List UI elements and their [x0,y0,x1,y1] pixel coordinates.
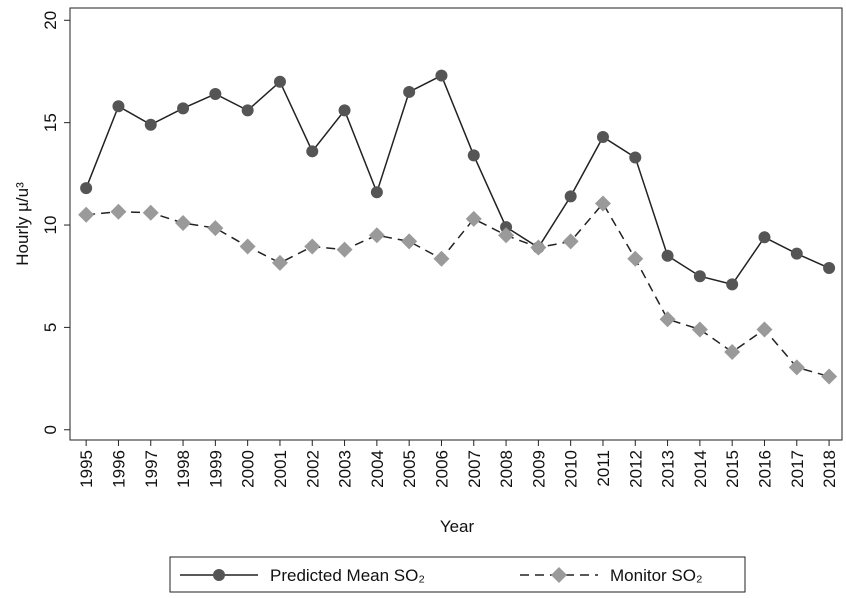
data-point [177,102,190,115]
data-point [596,130,609,143]
data-point [500,221,513,234]
data-point [336,241,353,258]
x-tick-label: 2017 [788,450,807,488]
data-point [726,278,739,291]
x-tick-label: 2008 [497,450,516,488]
data-point [788,359,805,376]
legend-box [169,556,746,593]
x-tick-label: 2003 [336,450,355,488]
data-point [401,233,418,250]
data-point [691,321,708,338]
data-point [435,69,448,82]
data-point [175,214,192,231]
x-tick-label: 2009 [529,450,548,488]
data-point [661,249,674,262]
x-tick-label: 2004 [368,450,387,488]
x-tick-label: 2011 [594,450,613,487]
x-tick-label: 2012 [626,450,645,488]
data-point [821,368,838,385]
data-point [112,100,125,113]
data-point [467,149,480,162]
y-tick-label: 15 [41,113,60,132]
y-tick-label: 0 [41,425,60,434]
data-point [693,270,706,283]
y-tick-label: 10 [41,216,60,235]
data-point [756,321,773,338]
data-point [78,206,95,223]
data-point [338,104,351,117]
legend-label: Monitor SO₂ [610,566,703,585]
data-point [110,203,127,220]
data-point [207,220,224,237]
legend-marker [551,567,567,583]
x-tick-label: 1997 [142,450,161,488]
x-tick-label: 2007 [465,450,484,488]
x-tick-label: 2018 [820,450,839,488]
data-point [368,227,385,244]
legend-marker [213,569,225,581]
x-tick-label: 1996 [109,450,128,488]
data-point [403,85,416,98]
x-tick-label: 2015 [723,450,742,488]
x-tick-label: 1998 [174,450,193,488]
data-point [594,195,611,212]
x-tick-label: 2014 [691,450,710,488]
data-point [142,204,159,221]
data-point [629,151,642,164]
data-point [304,238,321,255]
plot-frame [69,7,843,441]
data-point [498,227,515,244]
data-point [271,254,288,271]
x-tick-label: 2000 [239,450,258,488]
series-line [85,74,830,286]
data-point [758,231,771,244]
legend-label: Predicted Mean SO₂ [270,566,425,585]
data-point [273,75,286,88]
x-tick-label: 1995 [77,450,96,488]
data-point [530,239,547,256]
x-tick-label: 2001 [271,450,290,488]
x-tick-label: 2002 [303,450,322,488]
x-axis-label: Year [440,517,475,536]
y-tick-label: 20 [41,11,60,30]
data-point [306,145,319,158]
x-tick-label: 2013 [659,450,678,488]
y-axis-label: Hourly µ/u³ [13,182,32,266]
x-tick-label: 1999 [206,450,225,488]
data-point [370,186,383,199]
data-point [209,87,222,100]
data-point [144,118,157,131]
x-tick-label: 2006 [432,450,451,488]
data-point [465,210,482,227]
series-line [86,202,830,378]
data-point [627,250,644,267]
y-tick-label: 5 [41,323,60,332]
data-point [790,247,803,260]
x-tick-label: 2005 [400,450,419,488]
data-point [564,190,577,203]
data-point [239,238,256,255]
data-point [241,104,254,117]
data-point [433,250,450,267]
x-tick-label: 2010 [562,450,581,488]
data-point [80,182,93,195]
data-point [724,343,741,360]
data-point [823,262,836,275]
x-tick-label: 2016 [755,450,774,488]
data-point [562,233,579,250]
data-point [659,311,676,328]
